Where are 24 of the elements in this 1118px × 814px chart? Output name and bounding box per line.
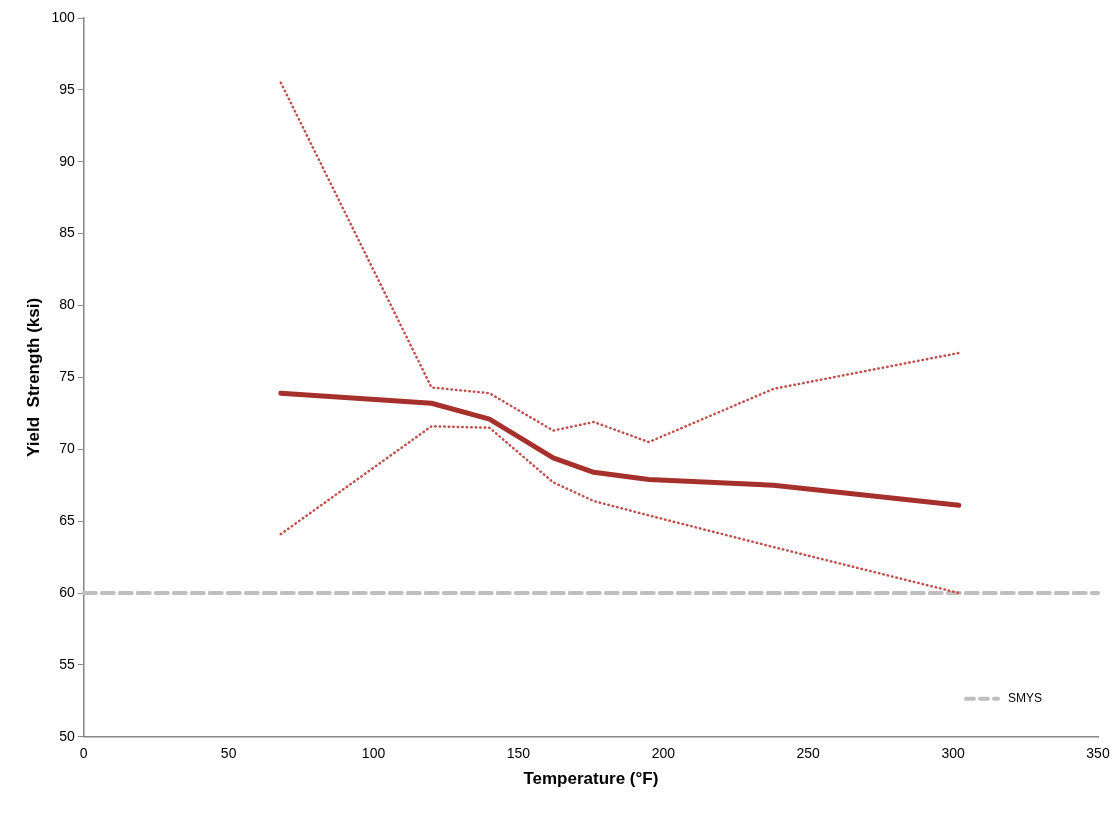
y-tick-label: 90	[59, 152, 75, 169]
y-tick-label: 95	[59, 80, 75, 97]
legend-label: SMYS	[1007, 691, 1043, 706]
x-tick-label: 200	[651, 745, 676, 762]
y-tick-label: 70	[59, 440, 75, 457]
y-tick-label: 75	[59, 368, 75, 385]
y-tick-label: 55	[59, 655, 75, 672]
x-tick-label: 0	[79, 745, 88, 762]
x-tick-label: 350	[1086, 745, 1110, 762]
line-series	[279, 425, 961, 595]
y-axis-title: Yield Strength (ksi)	[23, 297, 43, 457]
y-tick-label: 80	[59, 296, 75, 313]
x-tick-label: 100	[361, 745, 386, 762]
y-tick-label: 85	[59, 224, 75, 241]
y-tick-label: 60	[59, 583, 75, 600]
y-tick-label: 65	[59, 512, 75, 529]
x-tick-label: 300	[941, 745, 965, 762]
line-series	[279, 81, 961, 444]
y-tick-label: 50	[59, 727, 75, 744]
x-tick-label: 50	[220, 745, 237, 762]
y-tick-label: 100	[51, 8, 75, 25]
x-tick-label: 250	[796, 745, 821, 762]
x-tick-label: 150	[506, 745, 531, 762]
x-axis-title: Temperature (°F)	[523, 769, 659, 789]
